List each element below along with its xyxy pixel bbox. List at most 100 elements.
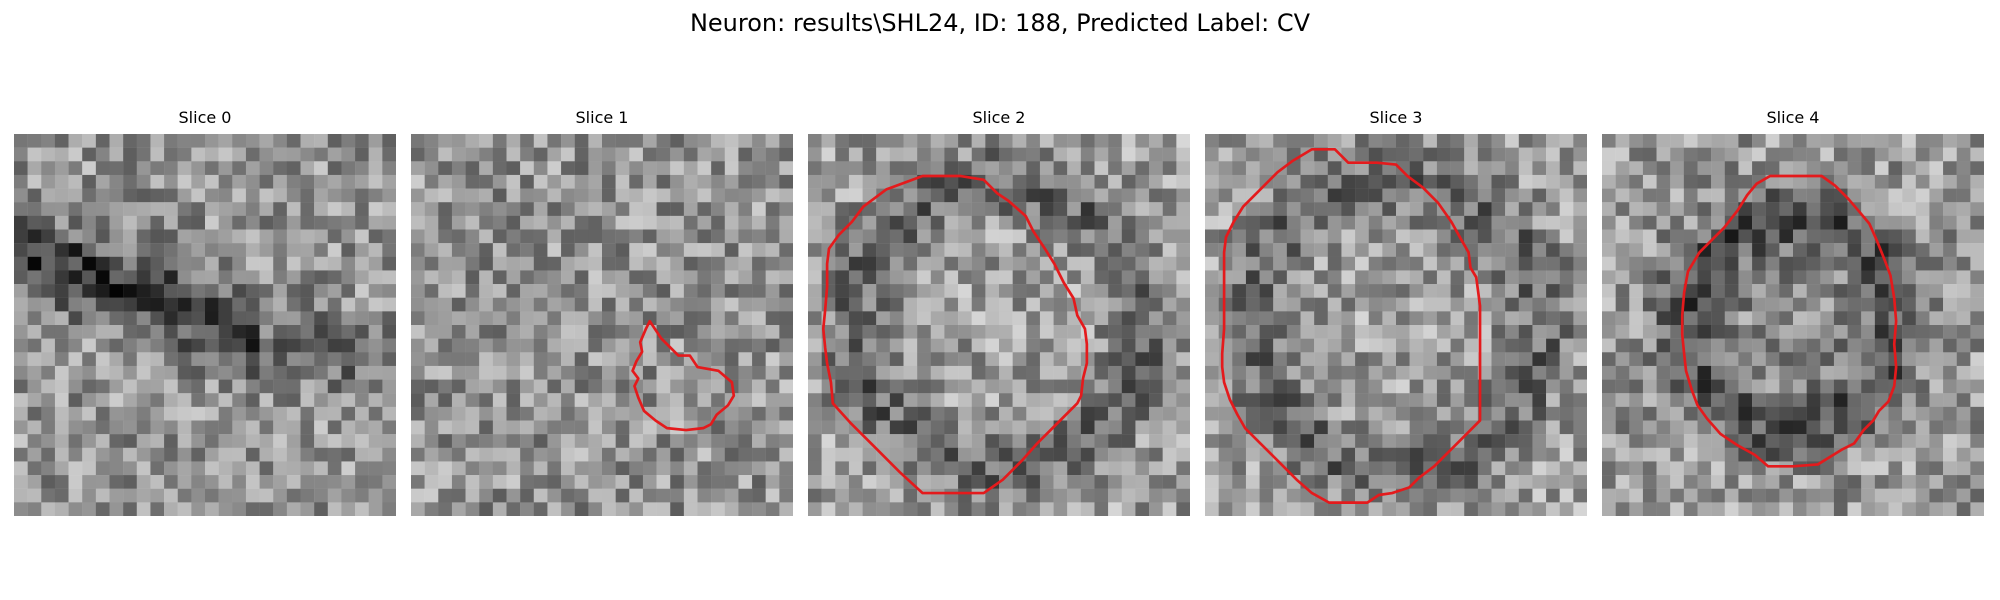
image-pixel xyxy=(697,284,712,298)
image-pixel xyxy=(1573,488,1587,503)
image-pixel xyxy=(1053,311,1068,326)
image-pixel xyxy=(1286,134,1301,148)
image-pixel xyxy=(1409,284,1424,298)
image-pixel xyxy=(588,475,603,489)
image-pixel xyxy=(1245,406,1260,421)
image-pixel xyxy=(876,188,891,203)
image-pixel xyxy=(286,461,301,476)
image-pixel xyxy=(14,325,28,339)
image-pixel xyxy=(1300,406,1315,421)
image-pixel xyxy=(341,284,356,298)
image-pixel xyxy=(1026,174,1041,189)
image-pixel xyxy=(1670,284,1685,298)
image-pixel xyxy=(808,461,822,476)
image-pixel xyxy=(479,488,494,503)
image-pixel xyxy=(273,188,288,203)
image-pixel xyxy=(1874,174,1889,189)
image-pixel xyxy=(14,243,28,257)
image-pixel xyxy=(821,297,836,312)
image-pixel xyxy=(808,434,822,448)
image-pixel xyxy=(1738,297,1753,312)
image-pixel xyxy=(1396,406,1410,421)
image-pixel xyxy=(1752,202,1766,217)
image-pixel xyxy=(1833,134,1848,148)
image-pixel xyxy=(917,270,931,285)
image-pixel xyxy=(1053,188,1068,203)
image-pixel xyxy=(1615,270,1630,285)
image-pixel xyxy=(1765,406,1780,421)
image-pixel xyxy=(424,502,439,516)
image-pixel xyxy=(1121,256,1136,271)
image-pixel xyxy=(41,161,56,176)
image-pixel xyxy=(411,475,425,489)
image-pixel xyxy=(438,352,453,367)
image-pixel xyxy=(670,215,685,230)
image-pixel xyxy=(958,352,972,367)
image-pixel xyxy=(245,434,260,448)
image-pixel xyxy=(862,188,877,203)
image-pixel xyxy=(1108,215,1122,230)
image-pixel xyxy=(1738,174,1753,189)
image-pixel xyxy=(1053,202,1068,217)
image-pixel xyxy=(547,229,562,244)
image-pixel xyxy=(588,215,603,230)
image-pixel xyxy=(232,134,247,148)
image-pixel xyxy=(670,325,685,339)
image-pixel xyxy=(1149,147,1163,162)
image-pixel xyxy=(1012,502,1027,516)
image-pixel xyxy=(876,202,891,217)
image-pixel xyxy=(683,420,698,435)
image-pixel xyxy=(1409,352,1424,367)
image-pixel xyxy=(191,420,206,435)
image-pixel xyxy=(765,447,780,462)
image-pixel xyxy=(1518,365,1533,380)
image-pixel xyxy=(533,284,548,298)
image-pixel xyxy=(574,475,589,489)
image-pixel xyxy=(765,325,780,339)
image-pixel xyxy=(355,256,369,271)
image-pixel xyxy=(1902,147,1916,162)
image-pixel xyxy=(533,338,548,353)
image-pixel xyxy=(752,147,766,162)
image-pixel xyxy=(1670,229,1685,244)
image-pixel xyxy=(533,270,548,285)
image-pixel xyxy=(1615,461,1630,476)
image-pixel xyxy=(506,256,521,271)
image-pixel xyxy=(1656,311,1671,326)
image-pixel xyxy=(1629,325,1644,339)
image-pixel xyxy=(1573,134,1587,148)
image-pixel xyxy=(314,434,328,448)
image-pixel xyxy=(602,256,616,271)
image-pixel xyxy=(629,256,644,271)
image-pixel xyxy=(492,147,507,162)
image-pixel xyxy=(411,174,425,189)
image-pixel xyxy=(561,174,575,189)
image-pixel xyxy=(1436,338,1451,353)
image-pixel xyxy=(1820,338,1835,353)
image-pixel xyxy=(1943,352,1957,367)
image-pixel xyxy=(1273,174,1288,189)
image-pixel xyxy=(1162,229,1177,244)
image-pixel xyxy=(1929,256,1944,271)
image-pixel xyxy=(1205,461,1219,476)
image-pixel xyxy=(1573,297,1587,312)
image-pixel xyxy=(944,215,959,230)
image-pixel xyxy=(1341,215,1356,230)
image-pixel xyxy=(1505,502,1519,516)
image-pixel xyxy=(1314,270,1328,285)
image-pixel xyxy=(1067,461,1082,476)
image-pixel xyxy=(355,325,369,339)
image-pixel xyxy=(95,475,110,489)
image-pixel xyxy=(68,147,83,162)
image-pixel xyxy=(286,311,301,326)
image-pixel xyxy=(1286,502,1301,516)
image-pixel xyxy=(602,174,616,189)
image-pixel xyxy=(300,475,315,489)
image-pixel xyxy=(314,297,328,312)
image-pixel xyxy=(574,406,589,421)
image-pixel xyxy=(1108,352,1122,367)
image-pixel xyxy=(1067,147,1082,162)
image-pixel xyxy=(1697,284,1712,298)
image-pixel xyxy=(1602,379,1616,394)
image-pixel xyxy=(27,338,42,353)
